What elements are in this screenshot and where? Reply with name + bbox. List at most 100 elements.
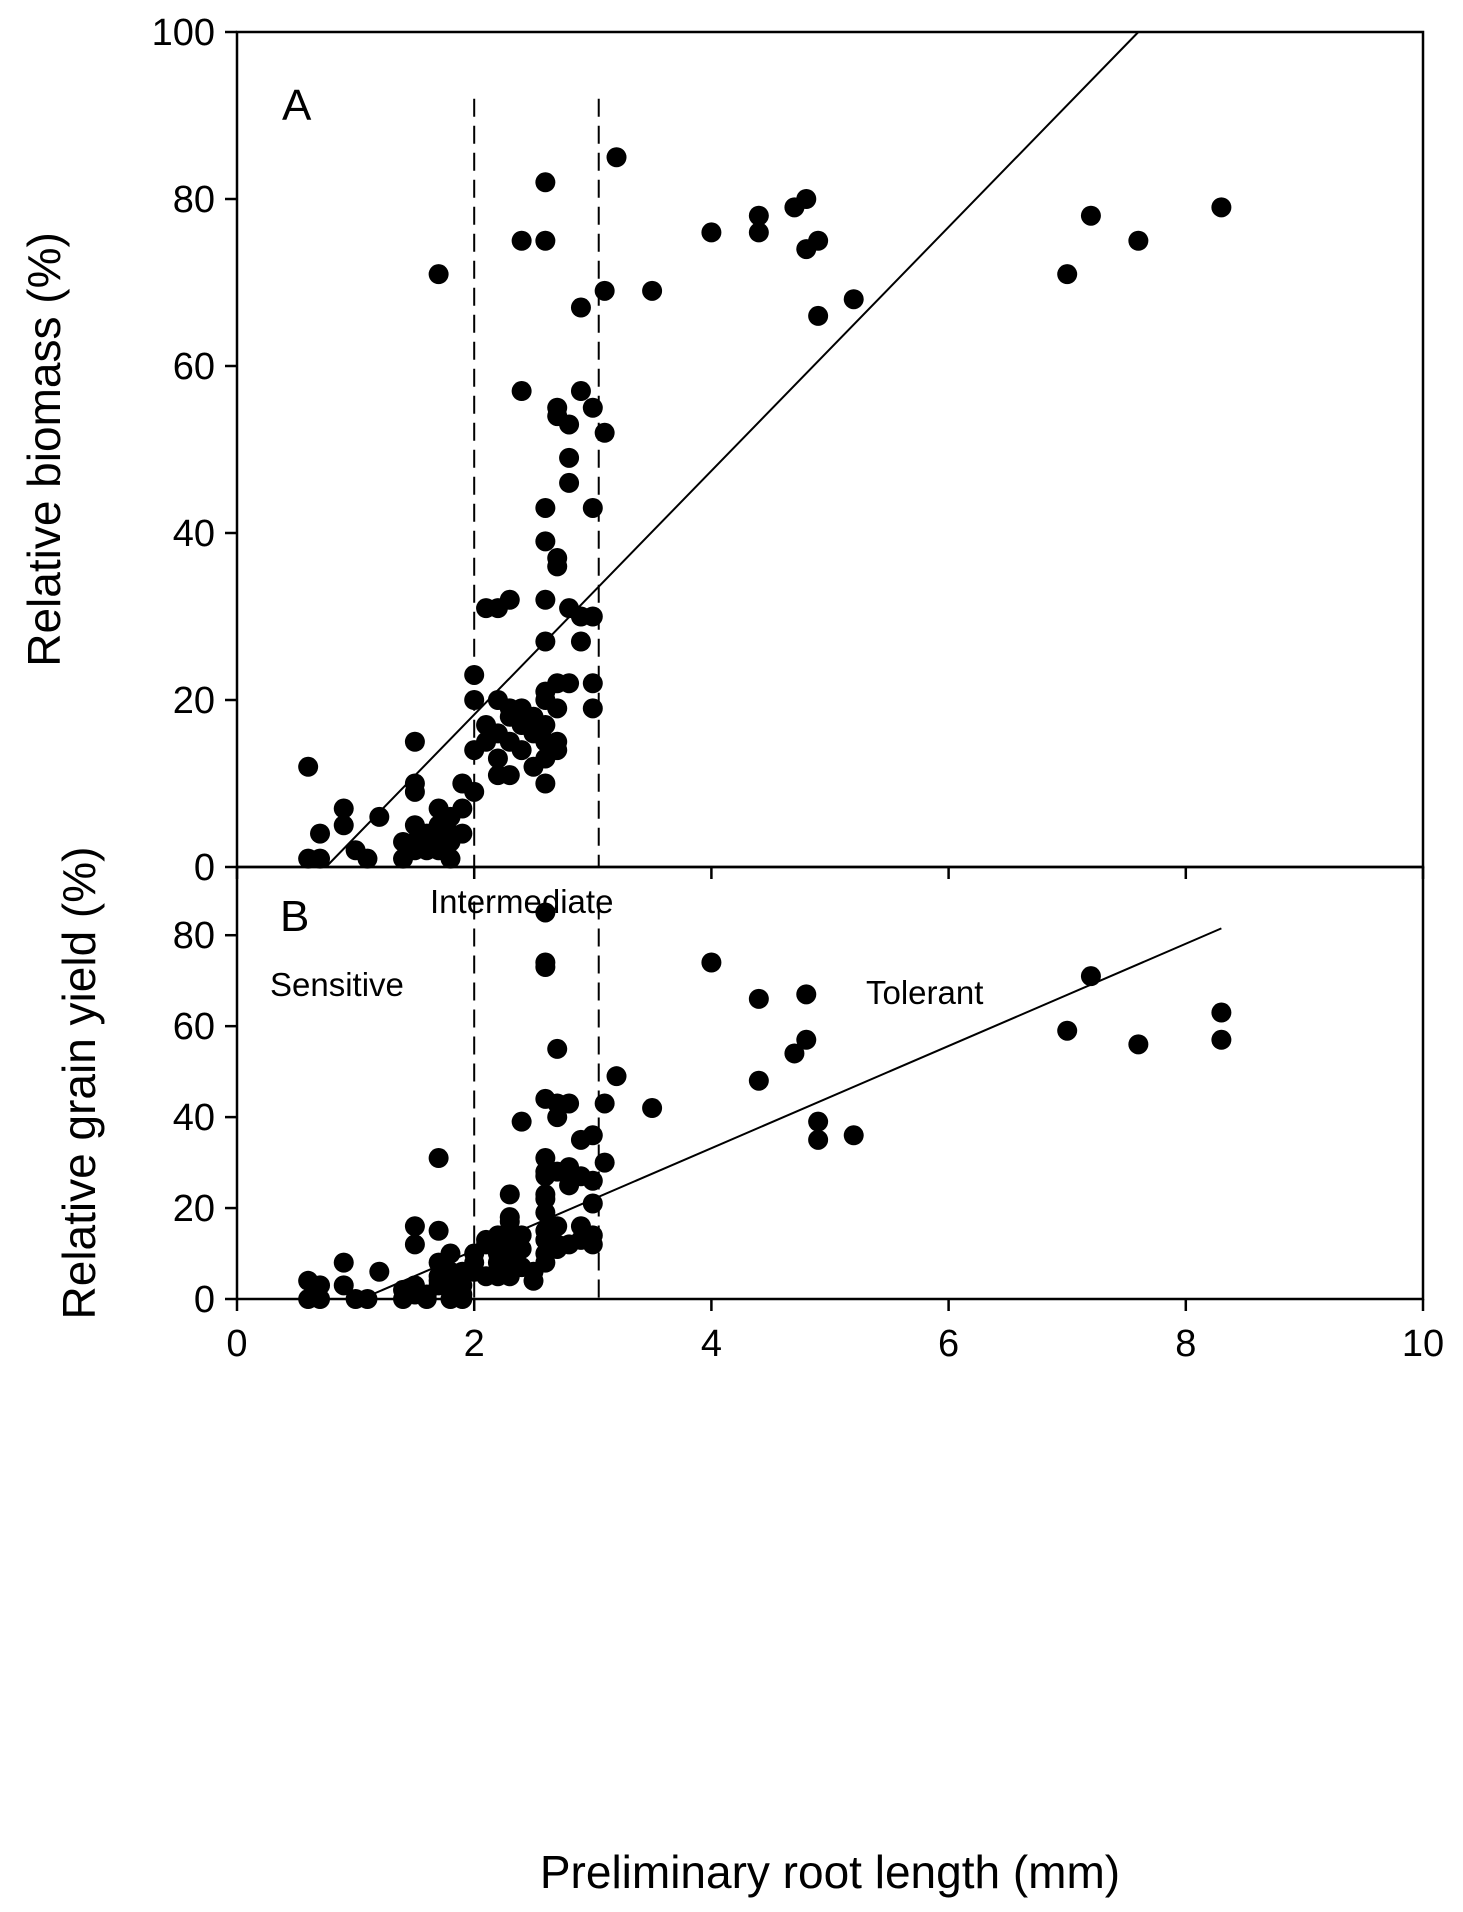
panel-a-data-point [547, 556, 568, 577]
panel-a-data-point [464, 664, 485, 685]
panel-b-data-point [796, 984, 817, 1005]
region-label-sensitive: Sensitive [270, 966, 404, 1003]
x-tick-label: 6 [938, 1323, 959, 1365]
panel-b-data-point [808, 1129, 829, 1150]
panel-a-data-point [369, 806, 390, 827]
panel-a-data-point [499, 765, 520, 786]
panel-b-data-point [511, 1111, 532, 1132]
panel-b-y-tick-label: 0 [194, 1279, 215, 1321]
panel-a-data-point [452, 798, 473, 819]
panel-b-data-point [843, 1125, 864, 1146]
panel-b-data-point [748, 1070, 769, 1091]
panel-b-data-point [784, 1043, 805, 1064]
panel-a-data-point [452, 823, 473, 844]
panel-b-data-point [440, 1243, 461, 1264]
panel-b-data-point [594, 1093, 615, 1114]
panel-a-data-point [796, 189, 817, 209]
panel-a-data-point [428, 264, 449, 285]
panel-a-regression-line [325, 31, 1140, 868]
panel-a-data-point [843, 289, 864, 310]
panel-a-data-point [808, 230, 829, 251]
panel-b-data-point [582, 1170, 603, 1191]
panel-a-data-point [1080, 205, 1101, 226]
panel-b-letter: B [280, 892, 309, 941]
panel-a-data-point [748, 222, 769, 243]
panel-a-data-point [535, 715, 556, 736]
panel-b-data-point [499, 1184, 520, 1205]
panel-b-data-point [404, 1216, 425, 1237]
panel-a-data-point [535, 531, 556, 552]
panel-a-data-point [559, 472, 580, 493]
panel-a-y-tick-label: 40 [173, 513, 215, 555]
panel-a-data-point [582, 497, 603, 518]
panel-b-data-point [333, 1275, 354, 1296]
panel-b-data-point [428, 1220, 449, 1241]
panel-a-data-point [511, 381, 532, 402]
panel-b-data-point [808, 1111, 829, 1132]
panel-b-data-point [748, 988, 769, 1009]
panel-a-data-point [1128, 230, 1149, 251]
panel-a-y-tick-label: 80 [173, 179, 215, 221]
x-tick-label: 0 [226, 1323, 247, 1365]
panel-a-data-point [298, 756, 319, 777]
panel-a-data-point [1057, 264, 1078, 285]
panel-a-data-point [547, 740, 568, 761]
panel-a-data-point [808, 305, 829, 326]
panel-a-y-tick-label: 20 [173, 680, 215, 722]
x-tick-label: 2 [464, 1323, 485, 1365]
panel-b-data-point [310, 1275, 331, 1296]
panel-b-data-point [582, 1193, 603, 1214]
panel-a-data-point [487, 748, 508, 769]
panel-b-data-point [535, 957, 556, 978]
panel-a-data-point [570, 631, 591, 652]
x-tick-label: 10 [1402, 1323, 1444, 1365]
panel-a-data-point [404, 731, 425, 752]
panel-b-data-point [642, 1098, 663, 1119]
panel-b-data-point [594, 1152, 615, 1173]
panel-a-data-point [535, 631, 556, 652]
panel-b-data-point [499, 1211, 520, 1232]
panel-b-data-point [582, 1125, 603, 1146]
x-tick-label: 4 [701, 1323, 722, 1365]
panel-a-data-point [464, 690, 485, 710]
region-label-intermediate: Intermediate [430, 883, 613, 920]
panel-a-data-point [535, 773, 556, 794]
region-label-tolerant: Tolerant [866, 974, 983, 1011]
panel-b-data-point [582, 1234, 603, 1255]
x-tick-label: 8 [1175, 1323, 1196, 1365]
panel-b-data-point [511, 1238, 532, 1259]
panel-a-data-point [582, 397, 603, 418]
panel-b-data-point [1128, 1034, 1149, 1055]
panel-b-data-point [1211, 1029, 1232, 1050]
panel-b-data-point [523, 1270, 544, 1291]
panel-a-data-point [594, 422, 615, 443]
panel-a-data-point [559, 447, 580, 468]
panel-b-y-axis-title: Relative grain yield (%) [53, 847, 105, 1320]
panel-a-data-point [357, 848, 378, 869]
panel-b-data-point [559, 1093, 580, 1114]
panel-a-data-point [582, 606, 603, 627]
panel-a-data-point [511, 740, 532, 761]
panel-a-y-tick-label: 60 [173, 346, 215, 388]
panel-a-data-point [333, 798, 354, 819]
panel-b-data-point [606, 1066, 627, 1087]
panel-a-data-point [606, 147, 627, 168]
panel-a-data-point [642, 280, 663, 301]
panel-a-data-point [570, 297, 591, 318]
panel-a-data-point [535, 497, 556, 518]
panel-a-data-point [559, 414, 580, 435]
panel-a-data-point [559, 673, 580, 694]
panel-b-data-point [428, 1148, 449, 1169]
panel-a-data-point [570, 381, 591, 402]
panel-a-data-point [547, 698, 568, 719]
panel-b-data-point [535, 902, 556, 923]
panel-b-y-tick-label: 60 [173, 1006, 215, 1048]
panel-b-data-point [535, 1252, 556, 1273]
panel-a-data-point [701, 222, 722, 243]
panel-b-y-tick-label: 20 [173, 1188, 215, 1230]
panel-a-data-point [1211, 197, 1232, 218]
panel-b-data-point [1211, 1002, 1232, 1023]
panel-a-data-point [582, 673, 603, 694]
panel-b-data-point [404, 1234, 425, 1255]
